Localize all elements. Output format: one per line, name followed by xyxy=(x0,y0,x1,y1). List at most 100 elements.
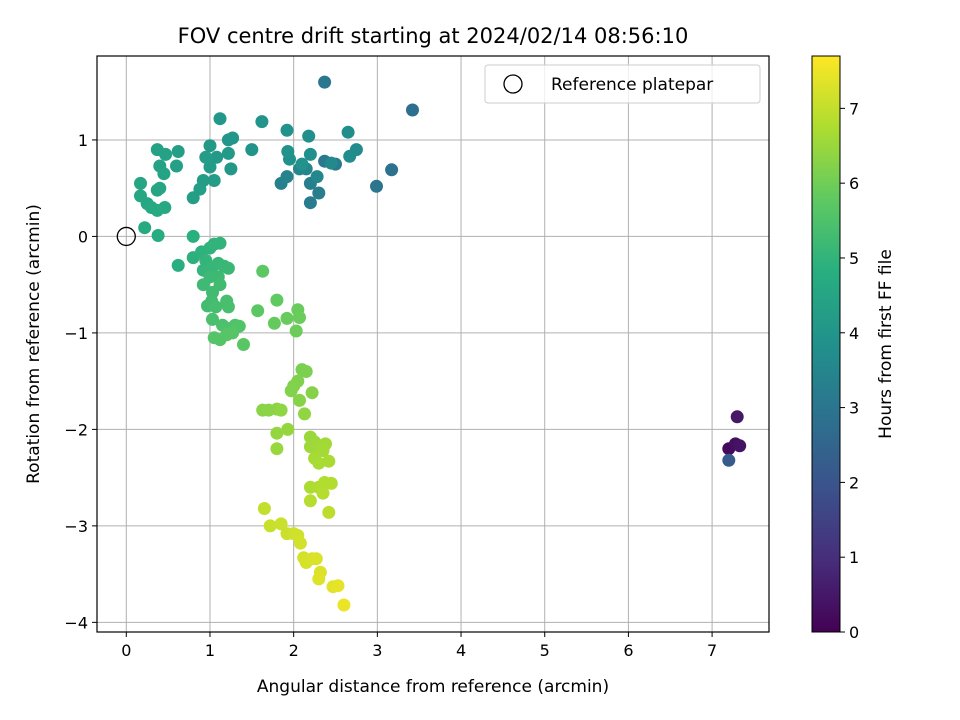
colorbar-tick-label: 6 xyxy=(849,174,859,193)
data-point xyxy=(318,75,332,89)
x-tick-label: 7 xyxy=(707,641,717,660)
data-point xyxy=(157,167,171,181)
data-point xyxy=(733,439,747,453)
data-point xyxy=(199,150,213,164)
reference-marker-layer xyxy=(116,226,136,247)
legend-box xyxy=(484,64,761,104)
data-points xyxy=(134,75,747,612)
data-point xyxy=(310,170,324,184)
y-tick-label: −1 xyxy=(64,324,88,343)
legend-entry-reference: Reference platepar xyxy=(551,75,713,95)
data-point xyxy=(171,258,185,272)
colorbar-tick-label: 1 xyxy=(849,548,859,567)
colorbar-tick-label: 0 xyxy=(849,623,859,642)
data-point xyxy=(312,186,326,200)
y-tick-label: −4 xyxy=(64,613,88,632)
data-point xyxy=(151,229,165,242)
data-point xyxy=(293,393,306,407)
data-point xyxy=(312,456,326,470)
data-point xyxy=(255,115,269,129)
data-point xyxy=(270,293,284,307)
data-point xyxy=(213,278,227,292)
data-point xyxy=(245,143,259,157)
data-point xyxy=(280,123,294,137)
data-point xyxy=(213,236,227,250)
data-point xyxy=(196,278,210,292)
data-point xyxy=(730,410,744,424)
colorbar-tick-label: 4 xyxy=(849,324,859,343)
data-point xyxy=(303,494,317,508)
data-point xyxy=(263,519,277,533)
data-point xyxy=(280,311,294,325)
data-point xyxy=(274,403,288,417)
data-point xyxy=(280,170,294,184)
data-point xyxy=(207,174,221,187)
data-point xyxy=(337,598,351,612)
y-tick-label: 1 xyxy=(78,131,88,150)
y-axis-label: Rotation from reference (arcmin) xyxy=(24,204,44,484)
data-point xyxy=(281,145,295,158)
data-point xyxy=(322,505,336,519)
data-point xyxy=(370,179,383,193)
data-point xyxy=(324,156,338,170)
data-point xyxy=(274,517,288,531)
data-point xyxy=(203,139,217,153)
colorbar-gradient xyxy=(811,55,841,633)
data-point xyxy=(171,145,185,158)
data-point xyxy=(385,163,399,177)
data-point xyxy=(221,146,235,160)
colorbar-tick-label: 3 xyxy=(849,399,859,418)
data-point xyxy=(298,407,311,421)
data-point xyxy=(203,160,217,174)
data-point xyxy=(312,572,326,586)
data-point xyxy=(226,326,240,340)
y-axis-ticks: −4 −3 −2 −1 0 1 xyxy=(64,131,97,632)
y-tick-label: −2 xyxy=(64,420,88,439)
data-point xyxy=(267,316,281,330)
x-tick-label: 0 xyxy=(121,641,131,660)
data-point xyxy=(309,552,323,566)
data-point xyxy=(295,157,309,171)
data-point xyxy=(299,365,313,378)
data-point xyxy=(722,453,736,467)
data-point xyxy=(341,125,355,139)
data-point xyxy=(316,444,330,458)
x-tick-label: 2 xyxy=(289,641,299,660)
y-tick-label: −3 xyxy=(64,517,88,536)
data-point xyxy=(270,426,284,440)
x-tick-label: 5 xyxy=(540,641,550,660)
data-point xyxy=(186,229,200,243)
legend: Reference platepar xyxy=(484,64,761,104)
chart-title: FOV centre drift starting at 2024/02/14 … xyxy=(178,24,689,48)
colorbar-ticks: 0 1 2 3 4 5 6 7 xyxy=(840,99,859,642)
data-point xyxy=(305,386,319,400)
data-point xyxy=(213,112,227,126)
plot-frame xyxy=(96,55,770,633)
data-point xyxy=(293,536,307,550)
data-point xyxy=(224,162,238,176)
data-point xyxy=(150,143,164,157)
colorbar: 0 1 2 3 4 5 6 7 Hours from first FF file xyxy=(811,55,896,642)
data-point xyxy=(221,133,235,147)
data-point xyxy=(186,191,200,205)
data-point xyxy=(293,311,306,324)
data-point xyxy=(289,324,303,338)
data-point xyxy=(138,221,152,235)
data-point xyxy=(302,129,316,143)
x-axis-label: Angular distance from reference (arcmin) xyxy=(257,677,609,697)
x-tick-label: 6 xyxy=(623,641,633,660)
data-point xyxy=(210,150,224,164)
data-point xyxy=(324,476,338,490)
reference-platepar-marker xyxy=(116,226,136,247)
data-point xyxy=(303,147,317,161)
colorbar-tick-label: 2 xyxy=(849,473,859,492)
data-point xyxy=(303,196,317,210)
colorbar-tick-label: 7 xyxy=(849,99,859,118)
data-point xyxy=(284,384,298,398)
data-point xyxy=(251,304,265,318)
x-tick-label: 1 xyxy=(205,641,215,660)
data-point xyxy=(322,454,336,468)
data-point xyxy=(153,181,167,195)
